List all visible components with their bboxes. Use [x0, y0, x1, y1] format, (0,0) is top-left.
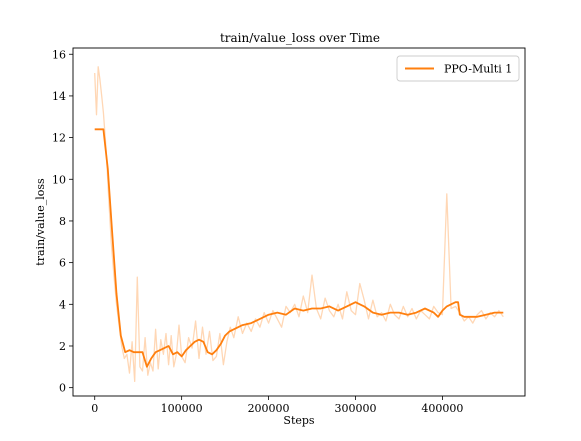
plot-frame — [72, 47, 526, 397]
legend-box — [396, 55, 520, 82]
x-tick-label: 100000 — [161, 402, 203, 415]
x-tick-label: 300000 — [335, 402, 377, 415]
y-axis: 0 2 4 6 8 10 12 14 16 — [52, 48, 73, 395]
y-tick-label: 0 — [59, 382, 66, 395]
y-tick-label: 16 — [52, 48, 66, 61]
y-axis-title: train/value_loss — [34, 178, 47, 266]
legend-label: PPO-Multi 1 — [444, 63, 512, 76]
legend: PPO-Multi 1 — [396, 55, 520, 82]
y-tick-label: 12 — [52, 132, 66, 145]
x-axis-title: Steps — [283, 414, 315, 427]
y-tick-label: 10 — [52, 173, 66, 186]
y-tick-label: 8 — [59, 215, 66, 228]
y-tick-label: 2 — [59, 340, 66, 353]
smoothed-series-layer — [94, 128, 504, 368]
x-tick-label: 0 — [91, 402, 98, 415]
raw-series-line — [94, 66, 504, 383]
y-tick-label: 6 — [59, 257, 66, 270]
y-tick-label: 14 — [52, 90, 66, 103]
x-tick-label: 200000 — [248, 402, 290, 415]
raw-series-layer — [94, 66, 504, 383]
x-tick-label: 400000 — [421, 402, 463, 415]
y-tick-label: 4 — [59, 298, 66, 311]
x-axis: 0 100000 200000 300000 400000 — [91, 396, 463, 415]
chart-title: train/value_loss over Time — [220, 31, 380, 45]
smoothed-series-line — [94, 128, 504, 368]
